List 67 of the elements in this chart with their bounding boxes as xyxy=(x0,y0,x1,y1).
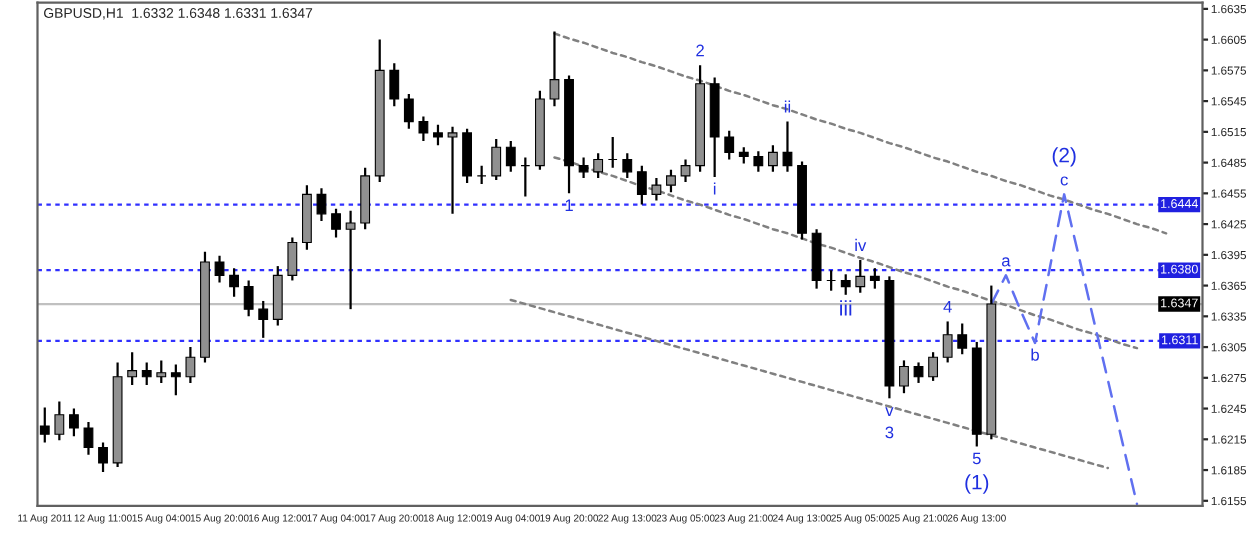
candlestick xyxy=(593,152,604,180)
candlestick xyxy=(899,359,909,395)
candlestick xyxy=(360,166,371,231)
annotation: (2) xyxy=(1052,147,1076,167)
candlestick xyxy=(243,279,254,318)
candlestick xyxy=(98,441,108,474)
candlestick xyxy=(869,267,880,290)
candlestick xyxy=(724,129,735,161)
candlestick xyxy=(651,176,662,202)
annotation: 3 xyxy=(885,426,894,439)
candlestick xyxy=(447,125,458,215)
candlestick xyxy=(185,345,196,385)
candlestick xyxy=(141,361,152,387)
candlestick xyxy=(476,164,487,186)
candlestick xyxy=(127,351,138,387)
candlestick xyxy=(54,400,65,442)
candlestick xyxy=(39,406,50,444)
candlestick xyxy=(636,164,647,206)
annotation: (1) xyxy=(965,474,989,494)
line-series xyxy=(509,298,1110,470)
candlestick xyxy=(840,273,851,296)
candlestick xyxy=(272,265,283,327)
candlestick xyxy=(782,120,793,173)
candlestick xyxy=(389,62,400,108)
candlestick xyxy=(491,137,502,182)
candlestick xyxy=(505,139,516,173)
annotation: v xyxy=(885,407,894,416)
candlestick xyxy=(622,152,633,180)
candlestick xyxy=(767,144,778,173)
candlestick xyxy=(462,127,473,185)
annotation: iv xyxy=(855,238,867,251)
annotation: i xyxy=(713,182,716,195)
annotation: b xyxy=(1031,348,1039,361)
candlestick xyxy=(433,123,443,147)
candlestick xyxy=(83,420,94,456)
candlestick xyxy=(957,322,968,356)
candlestick xyxy=(578,156,589,180)
candlestick xyxy=(666,168,676,194)
candlestick xyxy=(229,267,240,298)
candlestick xyxy=(811,228,822,290)
candlestick xyxy=(418,115,429,143)
annotation: 4 xyxy=(943,300,952,313)
candlestick xyxy=(156,359,167,385)
annotation: 2 xyxy=(696,44,704,57)
candlestick xyxy=(68,407,79,438)
candlestick xyxy=(316,187,327,223)
candlestick xyxy=(287,236,298,282)
annotation: c xyxy=(1060,176,1068,186)
annotation: iii xyxy=(840,300,852,316)
candlestick xyxy=(403,92,414,130)
annotation: 5 xyxy=(972,452,981,465)
annotation: a xyxy=(1001,257,1011,267)
candlestick xyxy=(928,351,939,382)
candlestick xyxy=(942,320,953,364)
candlestick xyxy=(913,361,924,385)
line-series xyxy=(990,193,1139,506)
annotation: 1 xyxy=(565,199,573,211)
candlestick xyxy=(345,209,356,311)
candlestick xyxy=(331,207,341,239)
annotation: ii xyxy=(784,100,791,113)
candlestick xyxy=(855,258,866,294)
candlestick xyxy=(258,299,269,339)
candlestick xyxy=(753,150,764,173)
candlestick xyxy=(214,254,225,284)
candlestick xyxy=(549,30,560,108)
candlestick xyxy=(680,158,691,184)
candlestick xyxy=(170,363,181,397)
